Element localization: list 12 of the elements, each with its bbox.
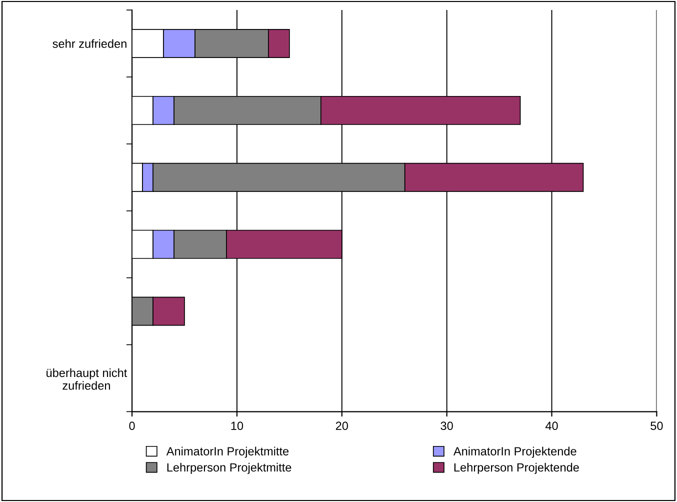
y-tick-label: überhaupt nicht zufrieden	[46, 368, 128, 390]
x-tick-label: 30	[440, 422, 453, 430]
legend-label: AnimatorIn Projektende	[453, 446, 576, 458]
x-tick-label: 50	[650, 422, 663, 430]
y-tick-label: sehr zufrieden	[52, 39, 126, 48]
x-tick-label: 40	[545, 422, 558, 430]
legend-label: AnimatorIn Projektmitte	[166, 446, 289, 458]
legend-label: Lehrperson Projektende	[454, 462, 579, 474]
x-tick-label: 0	[129, 422, 135, 430]
x-tick-label: 10	[231, 422, 244, 430]
x-tick-label: 20	[336, 422, 348, 430]
legend-label: Lehrperson Projektmitte	[167, 462, 292, 474]
